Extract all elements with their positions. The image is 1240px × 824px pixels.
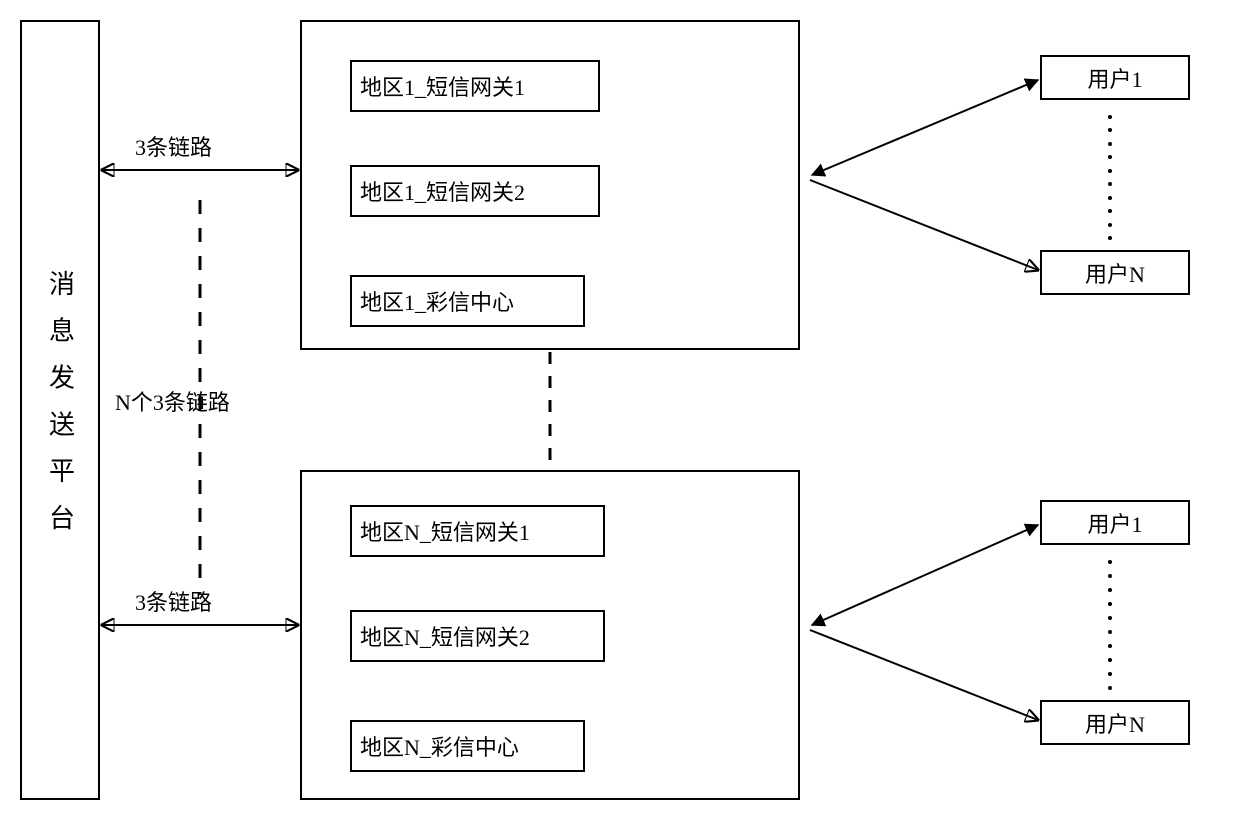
regionN-item-1: 地区N_短信网关2 xyxy=(350,610,605,662)
user1-bot-label: 用户N xyxy=(1085,257,1145,289)
regionN-item-2-label: 地区N_彩信中心 xyxy=(360,730,519,762)
user1-top-box: 用户1 xyxy=(1040,55,1190,100)
userN-bot-label: 用户N xyxy=(1085,707,1145,739)
link-top-label: 3条链路 xyxy=(135,130,212,162)
user1-dots xyxy=(1108,115,1112,240)
fan1-bot-arrow xyxy=(810,180,1038,270)
user1-top-label: 用户1 xyxy=(1087,62,1142,94)
regionN-item-0-label: 地区N_短信网关1 xyxy=(360,515,530,547)
regionN-item-0: 地区N_短信网关1 xyxy=(350,505,605,557)
fan1-top-arrow xyxy=(812,80,1038,175)
platform-label: 消息发送平台 xyxy=(22,22,98,798)
platform-box: 消息发送平台 xyxy=(20,20,100,800)
userN-dots xyxy=(1108,560,1112,690)
fanN-bot-arrow xyxy=(810,630,1038,720)
regionN-item-2: 地区N_彩信中心 xyxy=(350,720,585,772)
region1-item-0-label: 地区1_短信网关1 xyxy=(360,70,525,102)
region1-item-1: 地区1_短信网关2 xyxy=(350,165,600,217)
fanN-top-arrow xyxy=(812,525,1038,625)
diagram-root: 消息发送平台 3条链路 N个3条链路 3条链路 地区1_短信网关1 地区1_短信… xyxy=(0,0,1240,824)
userN-top-label: 用户1 xyxy=(1087,507,1142,539)
region1-item-0: 地区1_短信网关1 xyxy=(350,60,600,112)
user1-bot-box: 用户N xyxy=(1040,250,1190,295)
region1-item-2: 地区1_彩信中心 xyxy=(350,275,585,327)
userN-top-box: 用户1 xyxy=(1040,500,1190,545)
link-mid-label: N个3条链路 xyxy=(115,385,230,417)
link-bot-label: 3条链路 xyxy=(135,585,212,617)
region1-item-2-label: 地区1_彩信中心 xyxy=(360,285,514,317)
region1-item-1-label: 地区1_短信网关2 xyxy=(360,175,525,207)
userN-bot-box: 用户N xyxy=(1040,700,1190,745)
regionN-item-1-label: 地区N_短信网关2 xyxy=(360,620,530,652)
